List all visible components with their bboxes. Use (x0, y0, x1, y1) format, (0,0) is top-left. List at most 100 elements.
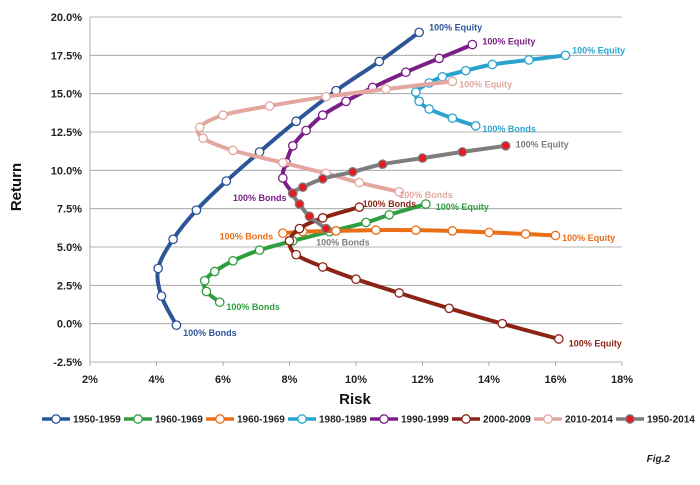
legend-label: 1960-1969 (237, 415, 285, 426)
data-point (437, 71, 448, 82)
legend-label: 1990-1999 (401, 415, 449, 426)
annotation-label: 100% Equity (459, 79, 512, 89)
x-tick-label: 18% (611, 374, 633, 386)
data-point (467, 39, 478, 50)
data-point (331, 226, 341, 236)
data-point (384, 209, 395, 220)
data-point (524, 55, 534, 65)
data-point (447, 226, 458, 236)
data-point (410, 225, 421, 235)
legend-item: 1950-2014 (616, 414, 695, 426)
y-tick-label: -2.5% (53, 357, 82, 369)
legend-swatch-marker (297, 414, 307, 424)
y-tick-label: 20.0% (51, 12, 82, 24)
data-point (401, 67, 411, 78)
legend-label: 1960-1969 (155, 415, 203, 426)
data-point (194, 122, 205, 133)
data-point (550, 230, 561, 241)
y-tick-label: 2.5% (57, 280, 82, 292)
x-tick-label: 12% (411, 374, 433, 386)
legend-item: 1960-1969 (124, 414, 203, 426)
x-tick-label: 4% (149, 374, 165, 386)
annotation-label: 100% Bonds (233, 193, 287, 203)
data-point (420, 199, 431, 209)
y-tick-label: 7.5% (57, 204, 82, 216)
data-point (321, 223, 331, 234)
data-point (218, 110, 228, 120)
data-point (560, 50, 571, 61)
data-point (381, 84, 391, 94)
data-point (487, 59, 498, 70)
x-tick-label: 6% (215, 374, 231, 386)
annotation-label: 100% Equity (482, 37, 535, 47)
y-tick-label: 10.0% (51, 165, 82, 177)
legend-label: 2010-2014 (565, 415, 613, 426)
legend-swatch-marker (625, 414, 635, 424)
data-point (354, 177, 365, 188)
legend-item: 2010-2014 (534, 414, 613, 426)
data-point (354, 202, 365, 212)
legend-label: 1950-1959 (73, 415, 121, 426)
y-tick-label: 15.0% (51, 89, 82, 101)
data-point (374, 56, 385, 67)
series-1950-1959-0 (153, 27, 425, 331)
data-point (394, 186, 405, 197)
data-point (191, 205, 202, 216)
data-point (377, 159, 388, 170)
legend-swatch-marker (543, 414, 553, 424)
annotation-label: 100% Bonds (399, 190, 453, 200)
data-point (497, 318, 508, 329)
data-point (198, 133, 208, 143)
data-point (294, 199, 305, 209)
data-point (277, 157, 288, 168)
data-point (221, 176, 232, 186)
data-point (156, 291, 167, 301)
data-point (209, 266, 220, 277)
legend-swatch-marker (461, 414, 471, 424)
y-tick-label: 12.5% (51, 127, 82, 139)
data-point (414, 27, 425, 38)
data-point (447, 76, 458, 87)
annotation-label: 100% Bonds (183, 328, 237, 338)
legend-item: 2000-2009 (452, 414, 531, 426)
annotation-label: 100% Bonds (482, 124, 536, 134)
legend-item: 1950-1959 (42, 414, 121, 426)
y-tick-label: 5.0% (57, 242, 82, 254)
annotation-label: 100% Equity (429, 23, 482, 33)
data-point (447, 113, 458, 124)
x-tick-label: 8% (282, 374, 298, 386)
y-tick-label: 17.5% (51, 50, 82, 62)
annotation-label: 100% Bonds (220, 231, 274, 241)
data-point (153, 263, 164, 274)
annotation-label: 100% Equity (569, 339, 622, 349)
annotation-label: 100% Bonds (226, 302, 280, 312)
series-1950-2014-7 (287, 140, 511, 234)
data-point (500, 140, 511, 151)
series-layer (153, 27, 571, 344)
data-point (171, 320, 182, 331)
figure-label: Fig.2 (647, 454, 671, 465)
x-tick-label: 2% (82, 374, 98, 386)
data-point (341, 96, 351, 107)
annotation-label: 100% Equity (572, 46, 625, 56)
series-1960-1969-2 (277, 225, 561, 241)
data-point (291, 249, 301, 260)
legend-swatch-marker (215, 414, 225, 424)
data-point (277, 228, 288, 239)
legend-label: 1980-1989 (319, 415, 367, 426)
legend-swatch-marker (51, 414, 61, 424)
legend-label: 2000-2009 (483, 415, 531, 426)
legend-label: 1950-2014 (647, 415, 695, 426)
data-point (424, 104, 434, 114)
y-tick-label: 0.0% (57, 319, 82, 331)
data-point (417, 153, 428, 163)
series-2010-2014-6 (194, 76, 458, 197)
data-point (287, 140, 298, 151)
data-point (228, 145, 238, 156)
series-1980-1989-3 (410, 50, 571, 131)
annotation-label: 100% Bonds (363, 199, 417, 209)
legend-item: 1960-1969 (206, 414, 285, 426)
data-point (297, 182, 308, 193)
x-tick-label: 16% (544, 374, 566, 386)
